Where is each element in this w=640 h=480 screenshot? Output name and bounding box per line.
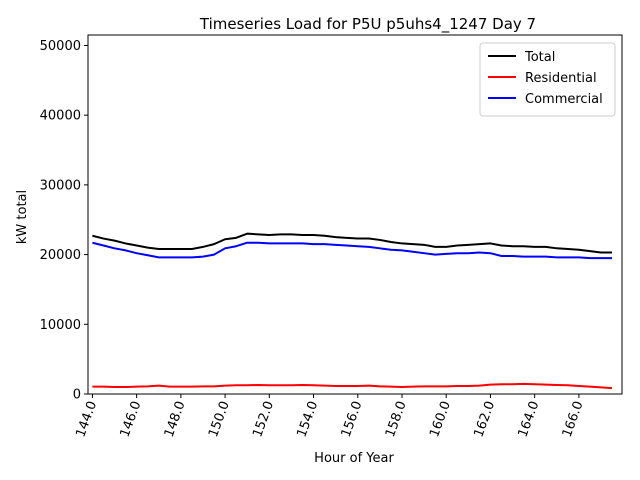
legend-label-residential: Residential bbox=[525, 71, 597, 86]
legend-label-total: Total bbox=[524, 50, 555, 65]
axes-frame bbox=[87, 34, 623, 395]
chart-title: Timeseries Load for P5U p5uhs4_1247 Day … bbox=[199, 15, 536, 34]
x-axis-label: Hour of Year bbox=[314, 451, 394, 466]
y-tick-label: 20000 bbox=[40, 248, 81, 263]
y-tick-label: 50000 bbox=[40, 39, 81, 54]
series-line-total bbox=[92, 232, 613, 254]
legend: Total Residential Commercial bbox=[479, 42, 616, 117]
y-tick-label: 10000 bbox=[40, 318, 81, 333]
y-axis-label: kW total bbox=[15, 190, 30, 244]
legend-label-commercial: Commercial bbox=[525, 92, 603, 107]
y-tick-label: 40000 bbox=[40, 109, 81, 124]
series-line-commercial bbox=[92, 241, 613, 260]
y-tick-label: 30000 bbox=[40, 178, 81, 193]
y-tick-label: 0 bbox=[73, 388, 81, 403]
series-line-residential bbox=[92, 382, 613, 390]
